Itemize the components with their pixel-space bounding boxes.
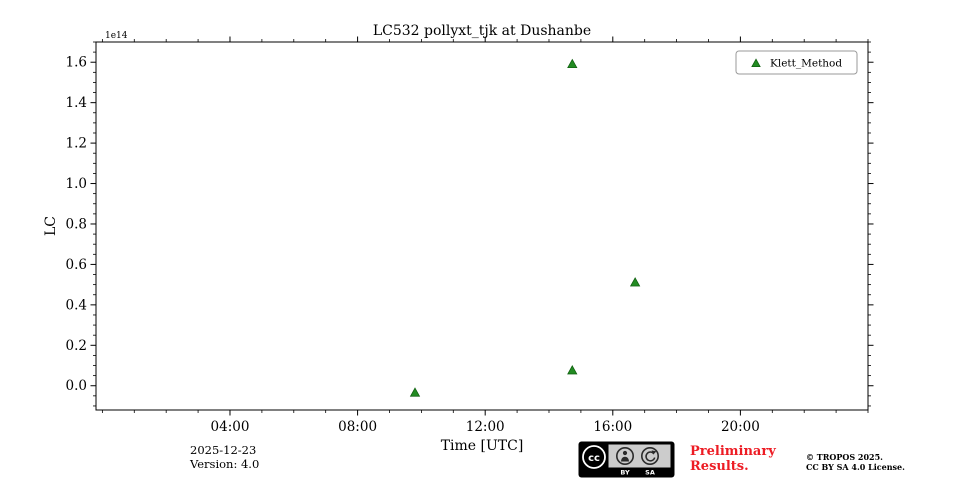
- x-tick-label: 08:00: [338, 419, 377, 435]
- sa-share-alike-icon: [640, 447, 659, 465]
- copyright-line1: © TROPOS 2025.: [806, 452, 883, 462]
- y-axis-offset-label: 1e14: [105, 31, 128, 41]
- x-tick-label: 20:00: [721, 419, 760, 435]
- sa-label: SA: [645, 469, 655, 477]
- x-tick-label: 12:00: [466, 419, 505, 435]
- version-label: Version: 4.0: [190, 457, 260, 471]
- data-point-marker: [567, 58, 578, 69]
- preliminary-note: Preliminary Results.: [690, 444, 776, 474]
- x-tick-label: 04:00: [211, 419, 250, 435]
- y-tick-label: 1.2: [66, 136, 87, 152]
- y-tick-label: 0.2: [66, 338, 87, 354]
- x-tick-label: 16:00: [593, 419, 632, 435]
- preliminary-line1: Preliminary: [690, 444, 776, 459]
- y-axis-label: LC: [43, 216, 59, 236]
- data-point-marker: [567, 365, 578, 375]
- y-tick-label: 0.8: [66, 216, 87, 232]
- by-person-icon: [615, 447, 634, 465]
- y-tick-label: 0.6: [66, 257, 87, 273]
- copyright-note: © TROPOS 2025. CC BY SA 4.0 License.: [806, 452, 905, 472]
- y-tick-label: 1.0: [66, 176, 87, 192]
- y-tick-label: 1.4: [66, 95, 87, 111]
- date-label: 2025-12-23: [190, 443, 257, 457]
- legend-marker-icon: [751, 58, 761, 68]
- data-point-marker: [409, 387, 421, 397]
- y-tick-label: 0.0: [66, 378, 87, 394]
- cc-license-badge: cc BY SA: [578, 441, 675, 478]
- chart-title: LC532 pollyxt_tjk at Dushanbe: [373, 23, 591, 39]
- scatter-chart: 04:00 08:00 12:00 16:00 20:00 0.0 0.2 0.4 0.6 0.8…: [43, 23, 874, 454]
- badge-icon-panel: [608, 444, 671, 468]
- data-point-marker: [629, 277, 641, 287]
- legend-box: [735, 50, 858, 75]
- cc-logo-label: cc: [588, 453, 600, 464]
- preliminary-line2: Results.: [690, 459, 749, 474]
- y-tick-label: 1.6: [66, 55, 87, 71]
- copyright-line2: CC BY SA 4.0 License.: [806, 462, 905, 472]
- legend-label: Klett_Method: [770, 58, 842, 70]
- date-version-block: 2025-12-23 Version: 4.0: [190, 443, 259, 471]
- by-label: BY: [620, 469, 630, 477]
- x-axis-label: Time [UTC]: [441, 438, 524, 454]
- y-tick-label: 0.4: [66, 297, 87, 313]
- cc-logo-icon: cc: [582, 445, 606, 469]
- plot-frame: [95, 41, 869, 411]
